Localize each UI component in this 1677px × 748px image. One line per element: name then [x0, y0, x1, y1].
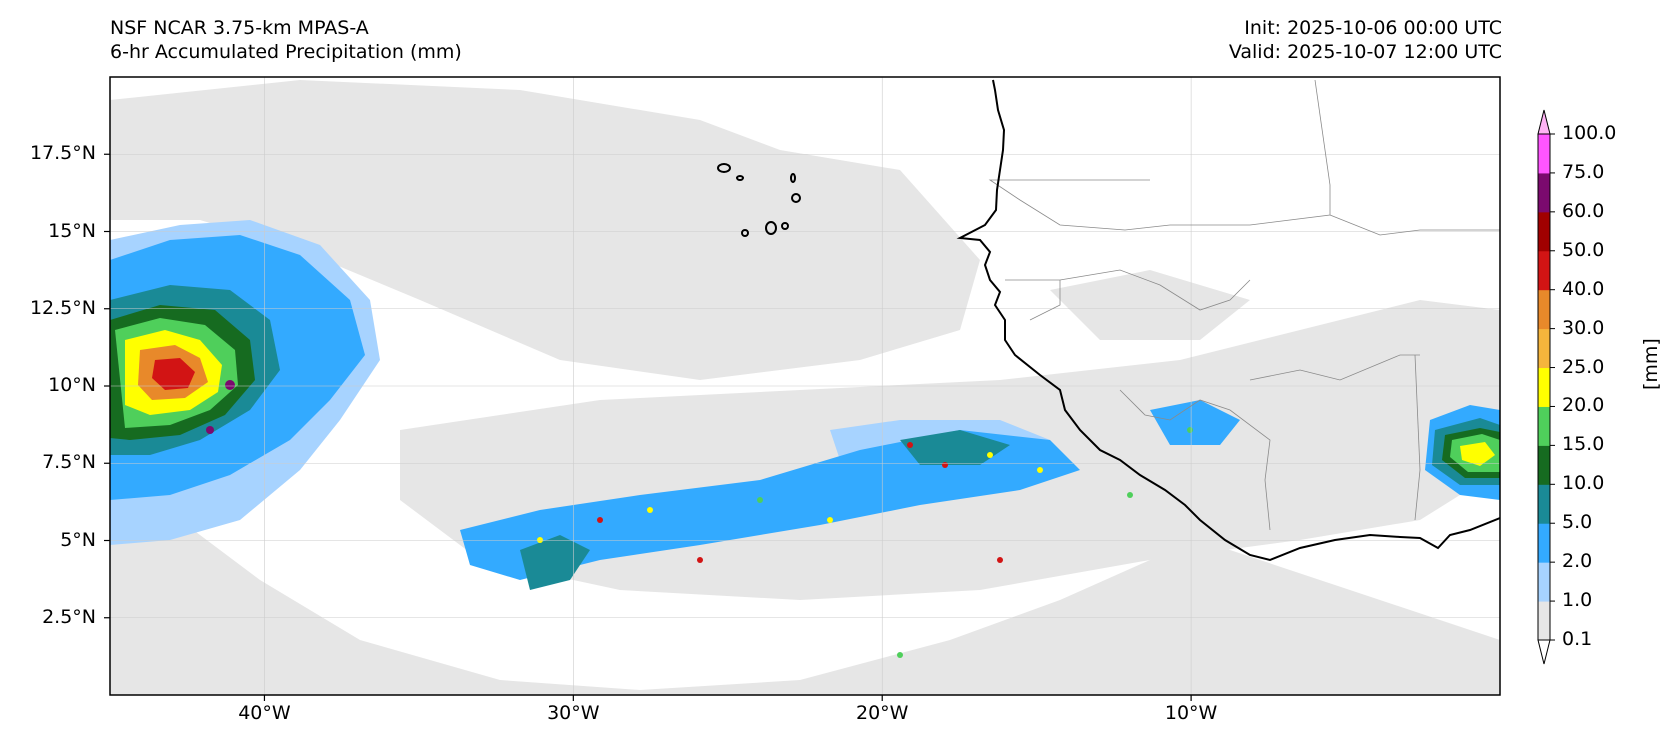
- axis-ticks: [104, 153, 1192, 701]
- field-title: 6-hr Accumulated Precipitation (mm): [110, 41, 462, 63]
- colorbar-level-label: 60.0: [1562, 199, 1605, 222]
- lon-tick-label: 10°W: [1164, 702, 1218, 724]
- colorbar-segment: [1538, 211, 1550, 252]
- colorbar-segment: [1538, 250, 1550, 291]
- lat-tick-label: 12.5°N: [29, 296, 96, 319]
- lon-tick-label: 30°W: [547, 702, 600, 724]
- colorbar-level-label: 5.0: [1562, 511, 1593, 534]
- lat-tick-label: 7.5°N: [42, 451, 96, 474]
- colorbar-segment: [1538, 601, 1550, 641]
- colorbar-level-label: 20.0: [1562, 394, 1605, 417]
- lat-tick-label: 10°N: [48, 374, 96, 396]
- colorbar-level-label: 2.0: [1562, 550, 1593, 573]
- colorbar-segment: [1538, 484, 1550, 524]
- colorbar-segment: [1538, 445, 1550, 485]
- precip-60mm-areas: [206, 380, 235, 434]
- colorbar-unit: [mm]: [1640, 338, 1662, 390]
- colorbar-level-label: 50.0: [1562, 238, 1605, 261]
- colorbar-segment: [1538, 406, 1550, 446]
- colorbar-segment: [1538, 172, 1550, 213]
- colorbar-segment: [1538, 134, 1550, 174]
- colorbar-segment: [1538, 289, 1550, 330]
- colorbar-level-label: 15.0: [1562, 433, 1605, 456]
- lat-tick-label: 5°N: [60, 528, 96, 551]
- lat-tick-label: 2.5°N: [42, 605, 96, 628]
- colorbar-extend-min: [1537, 639, 1551, 665]
- colorbar-segment: [1538, 367, 1550, 407]
- map-plot-area: [110, 77, 1500, 695]
- init-time: Init: 2025-10-06 00:00 UTC: [1244, 17, 1502, 39]
- lat-tick-label: 15°N: [48, 219, 96, 242]
- colorbar-extend-max: [1537, 109, 1551, 135]
- valid-time: Valid: 2025-10-07 12:00 UTC: [1228, 41, 1502, 63]
- model-title: NSF NCAR 3.75-km MPAS-A: [110, 17, 369, 39]
- colorbar-level-label: 25.0: [1562, 355, 1605, 378]
- country-borders: [988, 79, 1500, 531]
- colorbar-segment: [1538, 328, 1550, 369]
- colorbar: [1537, 109, 1555, 665]
- graticule: [110, 77, 1500, 695]
- lat-tick-label: 17.5°N: [29, 142, 96, 165]
- colorbar-segment: [1538, 562, 1550, 602]
- colorbar-level-label: 30.0: [1562, 316, 1605, 339]
- colorbar-level-label: 1.0: [1562, 589, 1593, 612]
- convective-cells: [537, 427, 1193, 658]
- colorbar-level-label: 10.0: [1562, 472, 1605, 495]
- precip-40mm-areas: [152, 358, 195, 390]
- lon-tick-label: 20°W: [855, 702, 909, 724]
- lon-tick-label: 40°W: [238, 702, 291, 724]
- colorbar-level-label: 100.0: [1562, 122, 1617, 144]
- colorbar-level-label: 40.0: [1562, 277, 1605, 300]
- colorbar-segment: [1538, 523, 1550, 563]
- coastline: [956, 79, 1500, 562]
- cape-verde-islands: [717, 163, 801, 237]
- colorbar-level-label: 0.1: [1562, 628, 1593, 650]
- colorbar-level-label: 75.0: [1562, 160, 1605, 183]
- colorbar-frame: [1537, 133, 1551, 641]
